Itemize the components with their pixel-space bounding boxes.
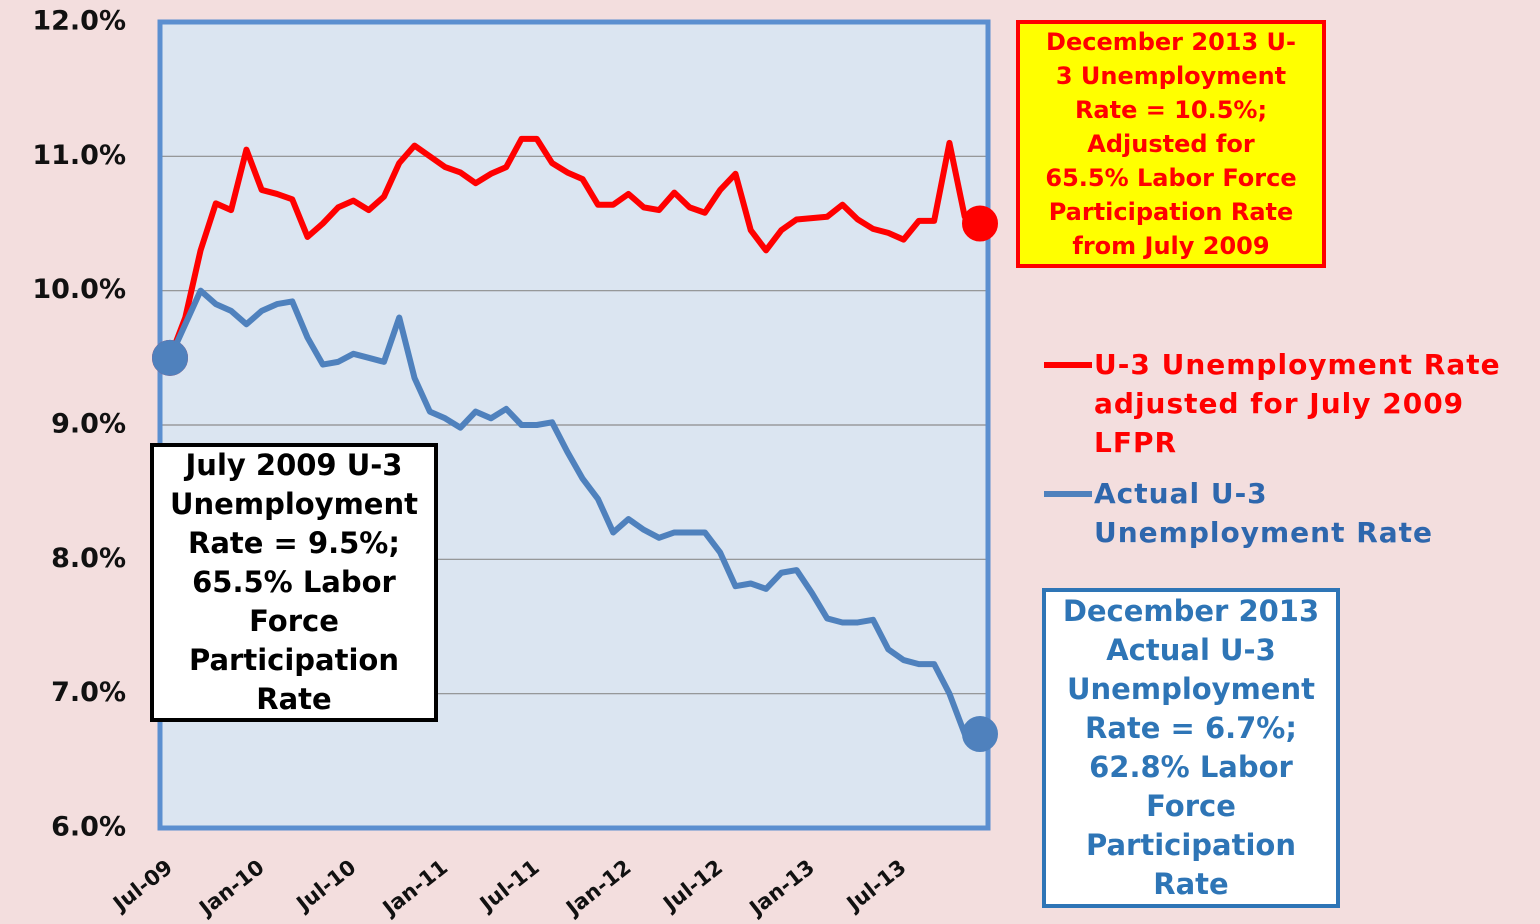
y-tick-label: 10.0% [32, 274, 126, 305]
x-tick-label: Jul-11 [474, 855, 544, 917]
annotation-line: 3 Unemployment [1055, 62, 1287, 90]
y-tick-label: 8.0% [51, 543, 126, 574]
x-tick-label: Jan-13 [744, 855, 819, 921]
annotation-line: Participation [1086, 828, 1296, 862]
legend-label: U-3 Unemployment Rate adjusted for July … [1094, 348, 1501, 459]
annotation-line: Rate = 6.7%; [1085, 711, 1297, 745]
legend-label: Actual U-3 Unemployment Rate [1094, 477, 1434, 549]
x-tick-label: Jul-13 [841, 855, 911, 917]
end-marker [152, 339, 188, 376]
y-tick-label: 9.0% [51, 409, 126, 440]
x-tick-label: Jul-09 [107, 855, 177, 917]
y-tick-label: 7.0% [51, 677, 126, 708]
annotation-box: December 2013 U- 3 Unemployment Rate = 10.… [1016, 20, 1326, 268]
annotation-box: December 2013 Actual U-3 Unemployment Rate … [1042, 588, 1340, 908]
annotation-line: Participation [189, 643, 399, 677]
annotation-line: Adjusted for [1087, 130, 1255, 158]
y-tick-label: 6.0% [51, 812, 126, 843]
end-marker [962, 715, 998, 752]
series-line [167, 287, 980, 737]
x-tick-label: Jan-11 [377, 855, 452, 921]
annotation-line: Force [1146, 789, 1236, 823]
x-tick-label: Jul-12 [657, 855, 727, 917]
annotation-line: Rate [256, 682, 332, 716]
y-tick-label: 12.0% [32, 6, 126, 37]
annotation-line: 62.8% Labor [1089, 750, 1293, 784]
annotation-line: Unemployment [169, 487, 418, 521]
annotation-line: Force [249, 604, 339, 638]
annotation-line: July 2009 U-3 [185, 448, 403, 482]
annotation-line: Unemployment [1066, 672, 1315, 706]
x-tick-label: Jan-10 [193, 855, 268, 921]
y-tick-label: 11.0% [32, 140, 126, 171]
annotation-line: 65.5% Labor [192, 565, 396, 599]
plot-frame [157, 19, 991, 831]
annotation-line: Rate [1153, 867, 1229, 901]
annotation-line: Rate = 10.5%; [1074, 96, 1268, 124]
x-tick-label: Jul-10 [291, 855, 361, 917]
annotation-line: from July 2009 [1072, 232, 1270, 260]
annotation-line: Participation Rate [1048, 198, 1294, 226]
end-marker [962, 205, 998, 242]
annotation-line: Actual U-3 [1106, 633, 1276, 667]
annotation-line: December 2013 U- [1046, 28, 1296, 56]
x-tick-label: Jan-12 [560, 855, 635, 921]
annotation-line: Rate = 9.5%; [188, 526, 400, 560]
annotation-box: July 2009 U-3 Unemployment Rate = 9.5%; 65.… [150, 443, 438, 722]
annotation-line: 65.5% Labor Force [1045, 164, 1297, 192]
series-line [167, 135, 982, 359]
annotation-line: December 2013 [1062, 594, 1320, 628]
